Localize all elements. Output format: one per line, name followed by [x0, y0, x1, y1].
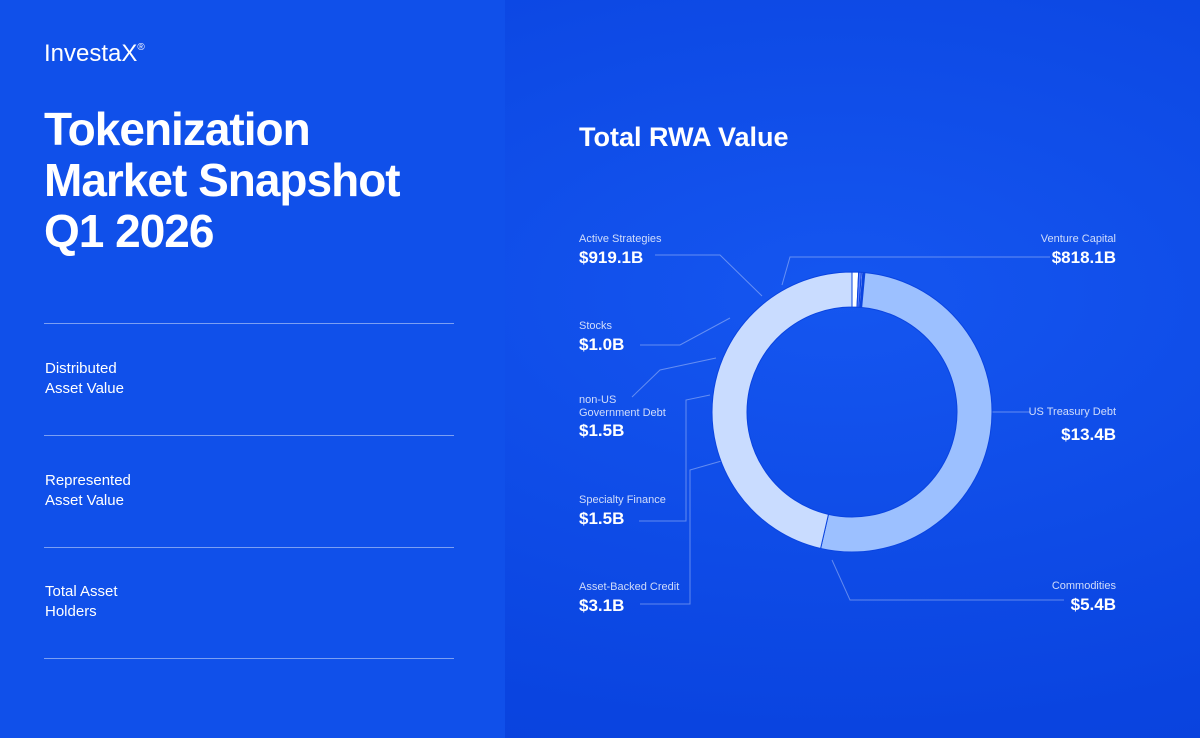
stat-label: Distributed Asset Value: [45, 359, 124, 399]
stat-label-line: Total Asset: [45, 583, 118, 600]
leader-line: [639, 394, 711, 522]
page-title: Tokenization Market Snapshot Q1 2026: [44, 103, 401, 257]
category-label: Stocks: [579, 320, 613, 332]
leader-line: [640, 317, 731, 346]
value-label: $818.1B: [1051, 248, 1116, 267]
category-label: Active Strategies: [579, 233, 662, 245]
divider: [44, 435, 454, 436]
leader-line: [655, 254, 763, 297]
brand-name: InvestaX: [44, 40, 138, 67]
divider: [44, 547, 454, 548]
stat-label-line: Asset Value: [45, 492, 124, 509]
leader-line: [831, 559, 1064, 601]
title-line: Market Snapshot: [44, 154, 401, 206]
leader-line: [781, 256, 1050, 286]
category-label: non-US Government Debt: [579, 394, 666, 419]
stat-label-line: Holders: [45, 603, 97, 620]
value-label: $5.4B: [1070, 595, 1116, 614]
stat-label: Total Asset Holders: [45, 582, 118, 622]
stat-label-line: Distributed: [45, 360, 117, 377]
title-line: Tokenization: [44, 103, 311, 155]
value-label: $1.5B: [579, 421, 625, 440]
stat-label-line: Asset Value: [45, 380, 124, 397]
leader-line: [631, 357, 717, 398]
category-label: US Treasury Debt: [1028, 406, 1116, 418]
left-panel: InvestaX® Tokenization Market Snapshot Q…: [0, 0, 505, 738]
leader-line: [640, 459, 726, 605]
brand-mark: ®: [137, 42, 145, 53]
value-label: $919.1B: [579, 248, 644, 267]
stat-label: Represented Asset Value: [45, 471, 131, 511]
title-line: Q1 2026: [44, 205, 214, 257]
value-label: $3.1B: [579, 596, 625, 615]
donut-segment: [820, 272, 993, 553]
leader-lines: [631, 254, 1064, 605]
value-label: $13.4B: [1061, 425, 1116, 444]
category-label: Venture Capital: [1040, 233, 1116, 245]
value-label: $1.5B: [579, 509, 625, 528]
category-label: Asset-Backed Credit: [579, 581, 680, 593]
divider: [44, 323, 454, 324]
stat-label-line: Represented: [45, 472, 131, 489]
category-label: Commodities: [1051, 580, 1116, 592]
value-label: $1.0B: [579, 335, 625, 354]
donut-segment: [711, 271, 853, 550]
category-label: Specialty Finance: [579, 494, 666, 506]
chart-title: Total RWA Value: [579, 122, 789, 152]
divider: [44, 658, 454, 659]
brand: InvestaX®: [44, 40, 145, 68]
